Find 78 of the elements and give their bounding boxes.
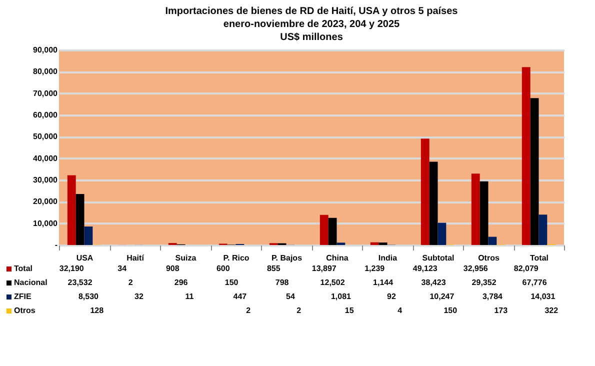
x-tick-label: Total [530,254,549,262]
chart-title: Importaciones de bienes de RD de Haití, USA y otros 5 países enero-noviembre de 2023, 204 y 2025 US$ millones [165,6,458,43]
y-tick-label: - [54,240,58,250]
data-label: 23,532 [68,278,93,287]
data-label: 29,352 [472,278,497,287]
data-label: 12,502 [320,278,346,287]
x-tick-label: P. Bajos [271,254,303,262]
data-label: 34 [118,264,128,273]
y-tick-label: 10,000 [33,218,58,228]
legend-label: ZFIE [14,292,32,301]
x-tick-label: P. Rico [223,254,250,262]
y-tick-label: 20,000 [33,197,58,206]
data-label: 8,530 [78,292,100,301]
data-label: 1,081 [330,292,352,301]
bar [429,162,438,245]
data-label: 4 [398,306,403,315]
data-label: 32,190 [59,264,84,273]
data-label: 2 [128,278,134,287]
data-label: 54 [286,292,296,301]
bar [438,222,446,245]
legend-label: Otros [14,306,36,315]
y-tick-label: 70,000 [33,88,58,98]
data-label: 1,239 [364,264,386,273]
data-label: 82,079 [514,264,539,273]
bar [488,236,497,245]
data-label: 2 [296,306,302,315]
bar [522,67,530,245]
bar [84,226,93,245]
y-tick-label: 30,000 [33,176,58,184]
data-label: 1,144 [373,278,394,287]
data-label: 798 [275,278,290,287]
data-label: 67,776 [522,278,548,287]
legend-label: Total [14,264,33,273]
x-tick-label: Haití [126,254,145,262]
data-label: 173 [494,306,508,315]
data-label: 855 [266,264,281,273]
bar [530,98,539,245]
x-tick-label: China [326,254,349,262]
x-tick-label: India [378,254,398,262]
x-tick-label: Otros [478,254,500,262]
data-label: 908 [166,264,180,273]
data-label: 13,897 [312,264,337,273]
data-label: 2 [246,306,252,315]
data-label: 600 [216,264,230,273]
bar [370,242,379,245]
data-label: 49,123 [412,264,438,273]
data-label: 32 [134,292,144,301]
data-label: 15 [344,306,354,315]
data-label: 128 [90,306,104,315]
bar [76,194,84,245]
y-tick-label: 50,000 [33,132,58,142]
y-tick-label: 40,000 [33,154,58,163]
y-tick-label: 80,000 [33,67,58,76]
bar [538,214,548,245]
data-label: 11 [185,292,194,301]
legend-label: Nacional [14,278,48,287]
data-label: 92 [387,292,396,301]
bar [480,181,488,245]
x-tick-label: Suiza [175,254,197,262]
x-tick-label: Subtotal [422,254,454,262]
bar [328,218,337,245]
data-label: 10,247 [430,292,455,301]
data-label: 3,784 [482,292,504,301]
data-label: 14,031 [530,292,556,301]
data-label: 447 [233,292,248,301]
bar [320,214,328,245]
x-tick-label: USA [76,254,94,262]
y-tick-label: 90,000 [33,46,58,54]
data-label: 38,423 [421,278,446,287]
data-label: 32,956 [463,264,488,273]
data-label: 150 [224,278,239,287]
data-label: 322 [544,306,559,315]
data-label: 296 [174,278,188,287]
bar [420,138,430,245]
bar [471,174,480,245]
y-tick-label: 60,000 [33,110,58,120]
bar [67,175,76,245]
data-label: 150 [444,306,458,315]
